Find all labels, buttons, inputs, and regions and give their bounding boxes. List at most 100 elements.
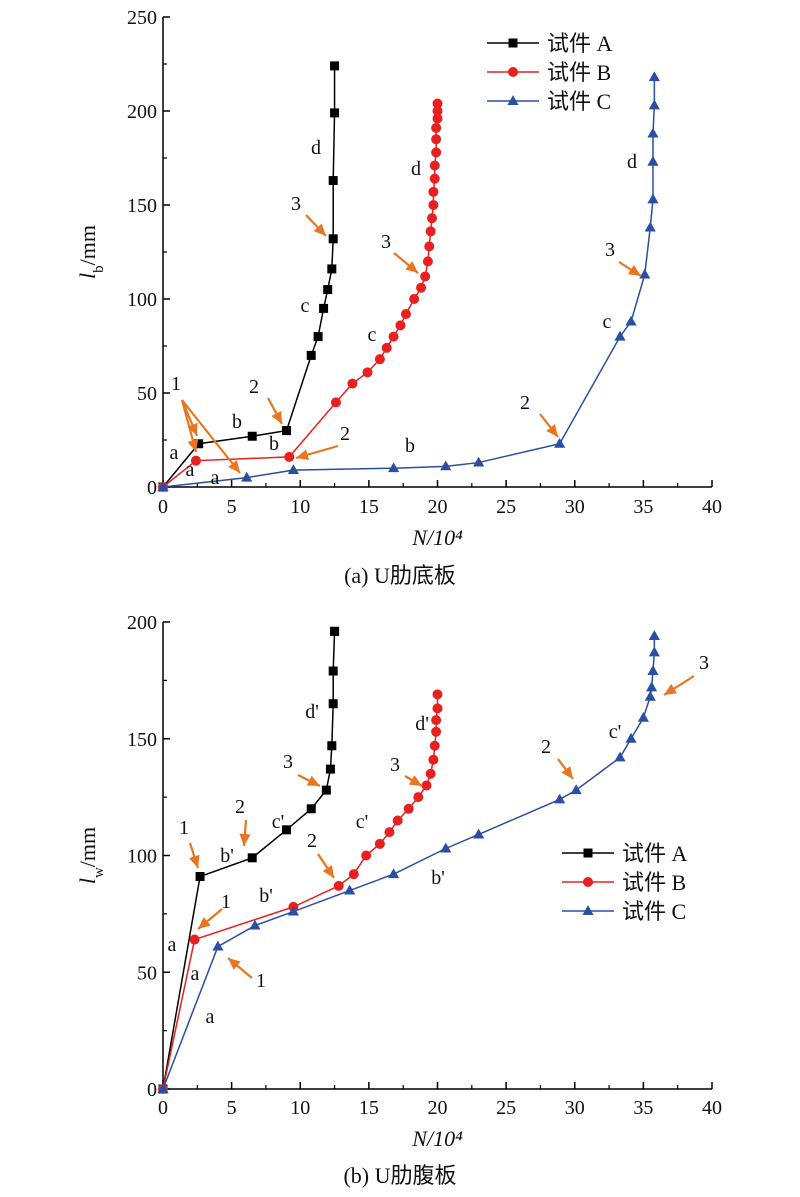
- legend-label: 试件 A: [622, 841, 688, 866]
- data-point: [428, 754, 439, 765]
- data-point: [321, 785, 331, 795]
- data-point: [648, 630, 660, 640]
- data-point: [344, 884, 356, 895]
- legend-marker: [508, 67, 518, 77]
- annotation-label: 3: [390, 754, 400, 776]
- data-point: [306, 350, 316, 360]
- x-tick-label: 5: [227, 496, 237, 518]
- data-point: [157, 481, 169, 491]
- data-point: [284, 451, 295, 462]
- data-point: [328, 666, 338, 676]
- annotation-label: 3: [283, 751, 293, 773]
- data-point: [287, 905, 299, 916]
- data-point: [388, 868, 400, 879]
- annotation-label: 2: [249, 376, 259, 398]
- data-point: [381, 342, 392, 353]
- annotation-label: 2: [340, 423, 350, 445]
- y-tick-label: 200: [127, 612, 157, 634]
- data-point: [648, 99, 660, 110]
- legend-marker: [582, 905, 594, 915]
- data-point: [647, 665, 659, 676]
- data-point: [400, 309, 411, 320]
- data-point: [330, 61, 340, 71]
- x-tick-label: 25: [496, 1097, 516, 1119]
- x-tick-label: 20: [428, 496, 448, 518]
- data-point: [347, 378, 358, 389]
- data-point: [431, 122, 442, 133]
- y-tick-label: 0: [147, 1079, 157, 1101]
- legend-label: 试件 B: [547, 60, 611, 85]
- x-tick-label: 35: [633, 496, 653, 518]
- annotation-label: b': [259, 885, 273, 907]
- data-point: [361, 850, 372, 861]
- data-point: [327, 741, 337, 751]
- annotation-arrowhead: [296, 449, 310, 460]
- annotation-label: d: [411, 158, 421, 180]
- data-point: [421, 780, 432, 791]
- data-point: [570, 784, 582, 795]
- data-point: [639, 268, 651, 279]
- series-line: [162, 103, 439, 488]
- data-point: [647, 193, 659, 204]
- x-tick-label: 0: [158, 1097, 168, 1119]
- data-point: [648, 71, 660, 82]
- x-tick-label: 10: [290, 1097, 310, 1119]
- data-point: [625, 315, 637, 326]
- data-point: [374, 838, 385, 849]
- data-point: [424, 241, 435, 252]
- data-point: [306, 804, 316, 814]
- annotation-arrowhead: [239, 833, 251, 846]
- legend-marker: [508, 38, 518, 48]
- data-point: [432, 98, 443, 109]
- annotation-label: 1: [256, 970, 266, 992]
- data-point: [473, 828, 485, 839]
- data-point: [625, 732, 637, 743]
- annotation-label: b: [405, 435, 415, 457]
- x-axis-title: N/10⁴: [411, 1126, 463, 1151]
- data-point: [644, 221, 656, 232]
- y-tick-label: 100: [127, 846, 157, 868]
- y-axis-title: lb/mm: [75, 225, 107, 279]
- annotation-label: a: [211, 467, 220, 489]
- y-tick-label: 250: [127, 7, 157, 29]
- data-point: [282, 825, 292, 835]
- x-tick-label: 15: [359, 1097, 379, 1119]
- data-point: [647, 155, 659, 166]
- data-point: [190, 455, 201, 466]
- data-point: [644, 690, 656, 701]
- y-tick-label: 100: [127, 289, 157, 311]
- data-point: [330, 626, 340, 636]
- annotation-arrowhead: [271, 410, 282, 424]
- data-point: [313, 332, 323, 342]
- data-point: [325, 764, 335, 774]
- y-axis-title: lw/mm: [75, 827, 107, 884]
- figure-caption: (b) U肋腹板: [343, 1163, 456, 1188]
- annotation-label: 2: [520, 392, 530, 414]
- data-point: [384, 827, 395, 838]
- x-tick-label: 20: [428, 1097, 448, 1119]
- annotation-arrowhead: [627, 264, 641, 276]
- x-tick-label: 35: [633, 1097, 653, 1119]
- data-point: [429, 740, 440, 751]
- data-point: [323, 285, 333, 295]
- annotation-label: 2: [307, 830, 317, 852]
- series-line: [162, 77, 656, 488]
- y-axis-title-group: lw/mm: [75, 827, 107, 884]
- annotation-label: d: [627, 151, 637, 173]
- data-point: [431, 726, 442, 737]
- data-point: [195, 872, 205, 882]
- annotation-arrowhead: [408, 775, 422, 786]
- data-point: [413, 792, 424, 803]
- data-point: [473, 456, 485, 467]
- annotation-arrowhead: [198, 917, 211, 929]
- data-point: [648, 646, 660, 657]
- data-point: [425, 768, 436, 779]
- annotation-arrowhead: [306, 775, 320, 786]
- data-point: [431, 147, 442, 158]
- annotation-arrowhead: [228, 460, 240, 473]
- data-point: [212, 940, 224, 951]
- data-point: [328, 699, 338, 709]
- y-axis-title-group: lb/mm: [75, 225, 107, 279]
- data-point: [330, 397, 341, 408]
- annotation-label: 1: [179, 817, 189, 839]
